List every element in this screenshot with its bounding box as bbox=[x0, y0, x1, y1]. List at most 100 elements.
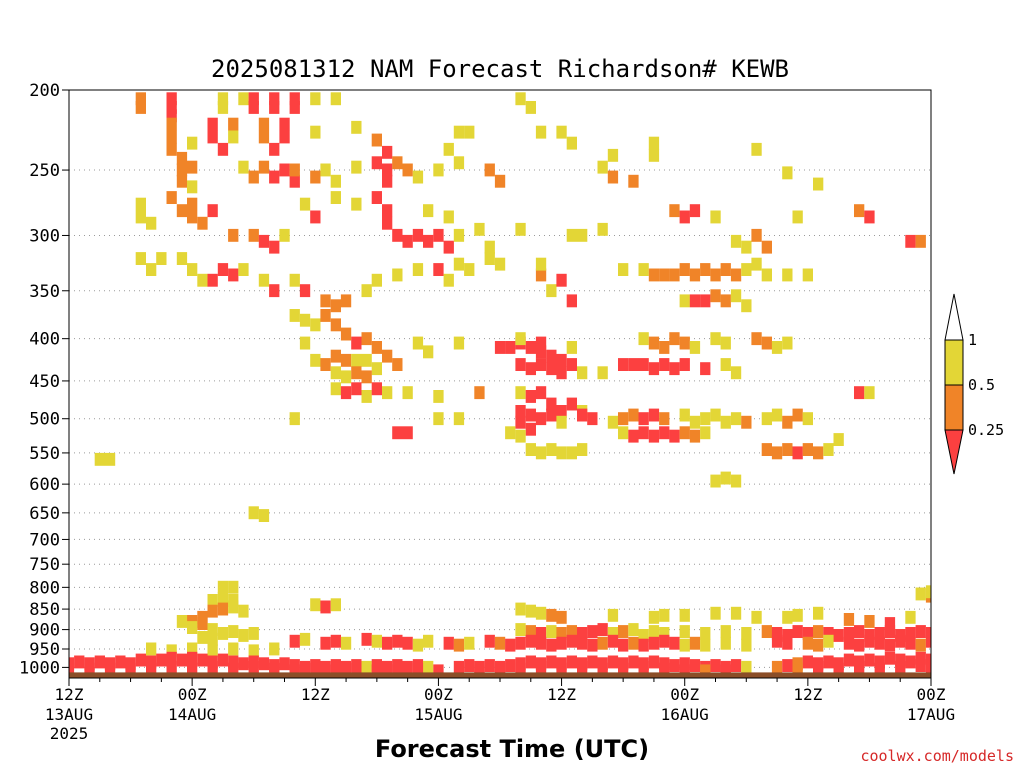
heatmap-cell bbox=[546, 625, 557, 638]
heatmap-cell bbox=[269, 284, 280, 298]
heatmap-cell bbox=[771, 341, 783, 354]
heatmap-cell bbox=[361, 284, 372, 298]
heatmap-cell bbox=[515, 332, 526, 346]
heatmap-cell bbox=[628, 429, 639, 443]
heatmap-cell bbox=[864, 615, 875, 628]
heatmap-cell bbox=[238, 657, 249, 671]
heatmap-cell bbox=[166, 101, 177, 114]
heatmap-cell bbox=[823, 443, 834, 456]
heatmap-cell bbox=[741, 415, 752, 429]
heatmap-cell bbox=[166, 660, 177, 674]
heatmap-cell bbox=[730, 412, 742, 426]
heatmap-cell bbox=[320, 163, 331, 177]
heatmap-cell bbox=[187, 180, 198, 194]
heatmap-cell bbox=[187, 642, 198, 656]
heatmap-cell bbox=[720, 336, 731, 350]
heatmap-cell bbox=[782, 610, 793, 624]
heatmap-cell bbox=[761, 625, 772, 638]
heatmap-cell bbox=[258, 117, 270, 131]
heatmap-cell bbox=[577, 228, 588, 242]
heatmap-cell bbox=[771, 627, 783, 640]
heatmap-cell bbox=[925, 660, 931, 674]
heatmap-cell bbox=[556, 415, 567, 429]
heatmap-cell bbox=[505, 341, 516, 354]
heatmap-cell bbox=[238, 263, 249, 276]
heatmap-cell bbox=[587, 625, 598, 638]
heatmap-cell bbox=[351, 336, 362, 350]
heatmap-cell bbox=[556, 446, 567, 460]
heatmap-cell bbox=[228, 642, 239, 656]
heatmap-cell bbox=[228, 600, 239, 614]
heatmap-cell bbox=[279, 228, 290, 242]
heatmap-cell bbox=[648, 610, 660, 624]
y-tick-label: 300 bbox=[29, 226, 60, 246]
heatmap-cell bbox=[638, 660, 649, 674]
heatmap-cell bbox=[515, 386, 526, 400]
heatmap-cell bbox=[587, 655, 598, 669]
heatmap-cell bbox=[228, 662, 239, 676]
heatmap-cell bbox=[228, 580, 239, 594]
heatmap-cell bbox=[402, 163, 413, 177]
heatmap-cell bbox=[453, 125, 465, 139]
heatmap-cell bbox=[382, 163, 393, 177]
heatmap-cell bbox=[741, 299, 752, 313]
heatmap-cell bbox=[217, 101, 229, 114]
heatmap-cell bbox=[525, 101, 536, 114]
heatmap-cell bbox=[453, 156, 465, 170]
heatmap-cell bbox=[382, 636, 393, 650]
heatmap-cell bbox=[269, 642, 280, 656]
heatmap-cell bbox=[669, 204, 680, 218]
heatmap-cell bbox=[217, 92, 229, 106]
heatmap-cell bbox=[228, 625, 239, 638]
heatmap-cell bbox=[679, 664, 690, 678]
heatmap-cell bbox=[628, 655, 639, 669]
heatmap-cell bbox=[638, 412, 649, 426]
heatmap-cell bbox=[618, 358, 629, 371]
heatmap-cell bbox=[720, 664, 731, 678]
heatmap-cell bbox=[166, 130, 177, 144]
heatmap-cell bbox=[228, 130, 239, 144]
y-tick-label: 750 bbox=[29, 555, 60, 575]
heatmap-cell bbox=[248, 644, 259, 658]
heatmap-cell bbox=[412, 263, 424, 276]
y-tick-label: 250 bbox=[29, 161, 60, 181]
heatmap-cell bbox=[659, 426, 670, 440]
heatmap-cell bbox=[187, 662, 198, 676]
heatmap-cell bbox=[279, 163, 290, 177]
heatmap-cell bbox=[854, 204, 865, 218]
heatmap-cell bbox=[197, 216, 208, 230]
heatmap-cell bbox=[464, 659, 475, 672]
heatmap-cell bbox=[412, 170, 424, 184]
heatmap-cell bbox=[258, 509, 270, 522]
heatmap-cell bbox=[648, 136, 660, 150]
x-tick-date-label: 13AUG bbox=[45, 705, 93, 724]
heatmap-cell bbox=[310, 353, 321, 367]
heatmap-cell bbox=[515, 358, 526, 371]
heatmap-cell bbox=[771, 408, 783, 422]
heatmap-cell bbox=[371, 191, 382, 204]
heatmap-cell bbox=[823, 655, 834, 669]
heatmap-cell bbox=[546, 284, 557, 298]
heatmap-cell bbox=[679, 263, 690, 276]
heatmap-cell bbox=[187, 197, 198, 211]
heatmap-cell bbox=[813, 606, 824, 620]
x-tick-date-label: 17AUG bbox=[907, 705, 955, 724]
heatmap-cell bbox=[258, 234, 270, 248]
heatmap-cell bbox=[525, 341, 536, 354]
heatmap-cell bbox=[700, 294, 711, 308]
heatmap-cell bbox=[720, 636, 731, 650]
heatmap-cell bbox=[525, 408, 536, 422]
heatmap-cell bbox=[782, 415, 793, 429]
heatmap-cell bbox=[299, 632, 311, 646]
heatmap-cell bbox=[392, 634, 403, 648]
heatmap-cell bbox=[299, 660, 311, 674]
heatmap-cell bbox=[464, 636, 475, 650]
heatmap-cell bbox=[515, 623, 526, 636]
heatmap-cell bbox=[146, 642, 157, 656]
heatmap-cell bbox=[289, 163, 300, 177]
legend-top-triangle bbox=[944, 293, 964, 341]
heatmap-cell bbox=[515, 415, 526, 429]
heatmap-cell bbox=[556, 273, 567, 287]
heatmap-cell bbox=[535, 358, 547, 371]
heatmap-cell bbox=[689, 415, 701, 429]
